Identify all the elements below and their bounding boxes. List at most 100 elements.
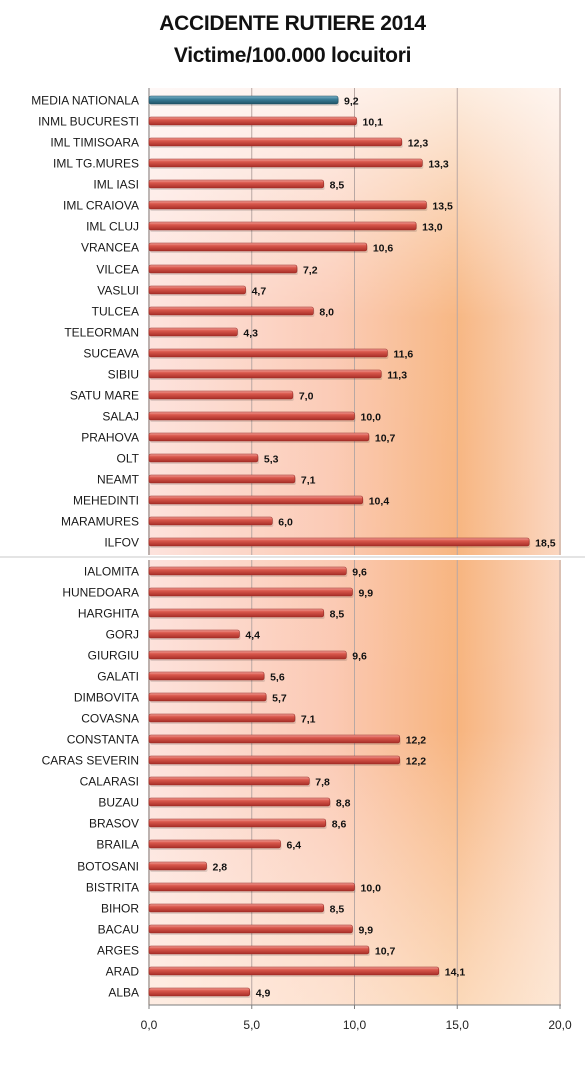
value-label: 7,1 <box>301 714 316 726</box>
value-label: 10,6 <box>373 243 394 255</box>
value-label: 10,0 <box>361 883 382 895</box>
bar <box>148 95 339 105</box>
bar <box>148 797 331 807</box>
value-label: 10,1 <box>363 117 384 129</box>
category-label: BUZAU <box>98 796 139 810</box>
x-tick-label: 5,0 <box>243 1018 260 1032</box>
category-label: BISTRITA <box>86 881 139 895</box>
value-label: 10,0 <box>361 412 382 424</box>
category-label: SALAJ <box>102 410 139 424</box>
category-label: BIHOR <box>101 902 139 916</box>
category-label: TELEORMAN <box>64 326 139 340</box>
value-label: 5,6 <box>270 672 285 684</box>
value-label: 9,9 <box>358 588 373 600</box>
x-tick-label: 10,0 <box>343 1018 367 1032</box>
category-label: HARGHITA <box>78 607 139 621</box>
category-label: IML CRAIOVA <box>63 199 139 213</box>
bar <box>148 776 310 786</box>
bar <box>148 264 298 274</box>
category-label: SATU MARE <box>70 389 139 403</box>
category-label: NEAMT <box>97 473 140 487</box>
category-label: GORJ <box>106 628 139 642</box>
value-label: 2,8 <box>213 862 228 874</box>
category-label: IML TIMISOARA <box>50 136 139 150</box>
value-label: 4,9 <box>256 988 271 1000</box>
bar <box>148 650 347 660</box>
bar <box>148 200 427 210</box>
value-label: 10,4 <box>369 496 390 508</box>
bar <box>148 179 324 189</box>
value-label: 8,0 <box>319 307 334 319</box>
category-label: GIURGIU <box>88 649 139 663</box>
value-label: 12,2 <box>406 735 427 747</box>
category-label: BRASOV <box>89 817 139 831</box>
category-label: ALBA <box>108 986 139 1000</box>
value-label: 4,4 <box>245 630 260 642</box>
category-label: OLT <box>117 452 140 466</box>
value-label: 7,1 <box>301 475 316 487</box>
bar <box>148 327 238 337</box>
category-label: SIBIU <box>108 368 139 382</box>
value-label: 9,6 <box>352 651 367 663</box>
category-label: ILFOV <box>104 536 139 550</box>
bar <box>148 966 440 976</box>
category-label: MEDIA NATIONALA <box>31 94 139 108</box>
bar <box>148 474 296 484</box>
x-tick-label: 0,0 <box>141 1018 158 1032</box>
category-label: COVASNA <box>81 712 139 726</box>
bar <box>148 306 314 316</box>
bar <box>148 137 403 147</box>
bar <box>148 348 388 358</box>
category-label: ARAD <box>106 965 140 979</box>
value-label: 10,7 <box>375 946 396 958</box>
value-label: 9,9 <box>358 925 373 937</box>
value-label: 8,6 <box>332 819 347 831</box>
category-label: SUCEAVA <box>83 347 139 361</box>
category-label: DIMBOVITA <box>74 691 139 705</box>
bar <box>148 390 294 400</box>
value-label: 10,7 <box>375 433 396 445</box>
value-label: 7,2 <box>303 265 318 277</box>
bar <box>148 734 401 744</box>
value-label: 13,5 <box>432 201 453 213</box>
bar <box>148 839 281 849</box>
value-label: 6,4 <box>287 840 302 852</box>
bar <box>148 566 347 576</box>
category-label: MEHEDINTI <box>73 494 139 508</box>
value-label: 13,3 <box>428 159 449 171</box>
value-label: 9,6 <box>352 567 367 579</box>
category-label: IML TG.MURES <box>53 157 139 171</box>
category-label: CONSTANTA <box>67 733 139 747</box>
value-label: 9,2 <box>344 96 359 108</box>
value-label: 8,5 <box>330 609 345 621</box>
value-label: 4,3 <box>243 328 258 340</box>
bar <box>148 882 355 892</box>
value-label: 14,1 <box>445 967 466 979</box>
bar <box>148 629 240 639</box>
value-label: 5,3 <box>264 454 279 466</box>
bar <box>148 453 259 463</box>
x-tick-label: 20,0 <box>548 1018 572 1032</box>
category-label: VILCEA <box>96 263 139 277</box>
category-label: CALARASI <box>80 775 139 789</box>
bar <box>148 861 207 871</box>
chart-title: ACCIDENTE RUTIERE 2014 <box>159 12 426 35</box>
category-label: VRANCEA <box>81 241 139 255</box>
value-label: 8,5 <box>330 904 345 916</box>
category-label: TULCEA <box>92 305 139 319</box>
value-label: 5,7 <box>272 693 287 705</box>
value-label: 7,8 <box>315 777 330 789</box>
value-label: 8,5 <box>330 180 345 192</box>
category-label: GALATI <box>97 670 139 684</box>
bar <box>148 537 530 547</box>
category-label: BRAILA <box>96 838 139 852</box>
category-label: VASLUI <box>97 284 139 298</box>
x-tick-label: 15,0 <box>446 1018 470 1032</box>
category-label: HUNEDOARA <box>62 586 139 600</box>
value-label: 12,2 <box>406 756 427 768</box>
bar <box>148 411 355 421</box>
bar <box>148 587 353 597</box>
bar <box>148 516 273 526</box>
value-label: 4,7 <box>252 286 267 298</box>
